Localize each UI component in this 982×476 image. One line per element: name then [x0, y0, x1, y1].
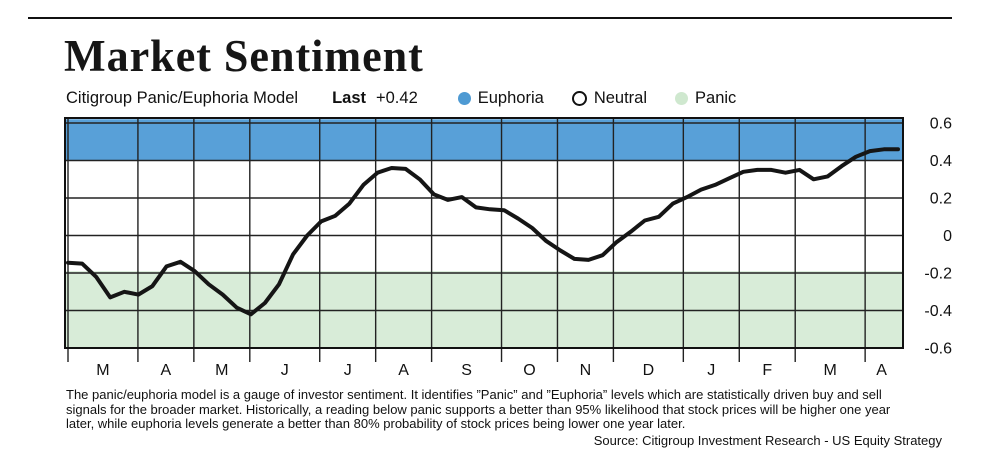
last-value: +0.42: [376, 89, 418, 107]
month-label: M: [215, 362, 228, 379]
y-axis-label: 0.2: [930, 191, 952, 208]
sentiment-line: [66, 147, 900, 317]
euphoria-band: [65, 119, 903, 161]
y-axis-label: 0.4: [930, 153, 952, 170]
subtitle-row: Citigroup Panic/Euphoria Model Last +0.4…: [66, 88, 764, 108]
y-axis-label: -0.4: [924, 303, 952, 320]
y-axis-label: 0: [943, 228, 952, 245]
month-label: S: [461, 362, 472, 379]
month-label: J: [707, 362, 715, 379]
month-label: A: [398, 362, 409, 379]
y-axis-label: 0.6: [930, 116, 952, 133]
neutral-dot-icon: [571, 90, 587, 106]
footnote-line: The panic/euphoria model is a gauge of i…: [66, 387, 882, 402]
month-label: J: [344, 362, 352, 379]
y-axis-label: -0.6: [924, 341, 952, 358]
month-label: A: [161, 362, 172, 379]
panic-dot-icon: [675, 91, 689, 105]
source-attribution: Source: Citigroup Investment Research - …: [593, 433, 942, 448]
month-label: A: [876, 362, 887, 379]
y-axis-label: -0.2: [924, 266, 952, 283]
footnote-line: signals for the broader market. Historic…: [66, 401, 891, 417]
legend-item-panic: Panic: [675, 88, 736, 108]
legend-item-euphoria: Euphoria: [457, 88, 544, 108]
month-label: J: [281, 362, 289, 379]
euphoria-dot-icon: [457, 91, 471, 105]
page-title: Market Sentiment: [64, 31, 424, 81]
panic-band: [65, 271, 903, 348]
legend-item-neutral: Neutral: [571, 88, 648, 108]
top-rule: [28, 17, 952, 19]
month-label: F: [762, 362, 772, 379]
month-label: N: [580, 362, 592, 379]
chart-subtitle: Citigroup Panic/Euphoria Model: [66, 89, 299, 107]
plot-frame: [64, 117, 904, 349]
legend-label-neutral: Neutral: [593, 89, 648, 107]
month-label: M: [96, 362, 109, 379]
month-label: D: [643, 362, 655, 379]
legend-label-panic: Panic: [695, 89, 737, 107]
month-label: M: [824, 362, 837, 379]
footnote: The panic/euphoria model is a gauge of i…: [66, 387, 962, 432]
last-label: Last: [332, 89, 366, 107]
legend-label-euphoria: Euphoria: [477, 89, 544, 107]
footnote-line: later, while euphoria levels generate a …: [66, 416, 686, 431]
month-label: O: [523, 362, 535, 379]
